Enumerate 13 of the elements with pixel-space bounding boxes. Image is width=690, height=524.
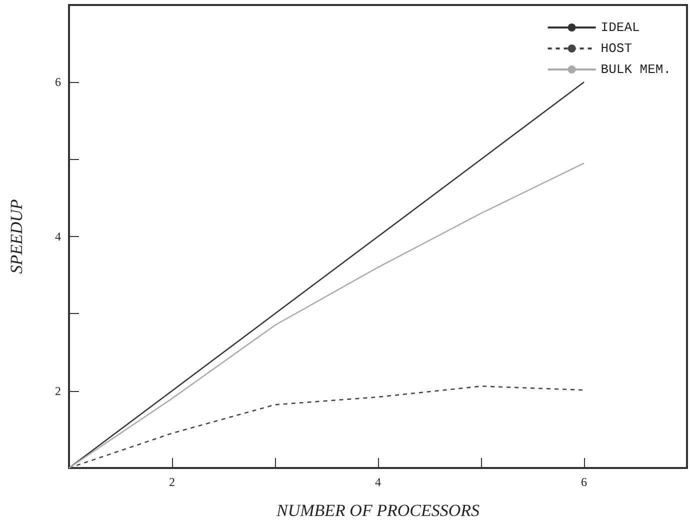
y-tick-label: 2: [55, 384, 61, 398]
line-series: [68, 162, 585, 469]
legend-label: IDEAL: [600, 20, 640, 35]
legend-label: HOST: [600, 41, 632, 56]
x-tick-label: 6: [581, 475, 587, 489]
x-tick-label: 2: [169, 475, 175, 489]
x-axis-title: NUMBER OF PROCESSORS: [275, 501, 480, 520]
x-tick-label: 4: [375, 475, 381, 489]
line-series: [68, 386, 585, 469]
y-axis-title: SPEEDUP: [7, 199, 26, 274]
y-tick-label: 4: [55, 230, 61, 244]
legend-label: BULK MEM.: [600, 62, 672, 77]
y-tick-label: 6: [55, 75, 61, 90]
